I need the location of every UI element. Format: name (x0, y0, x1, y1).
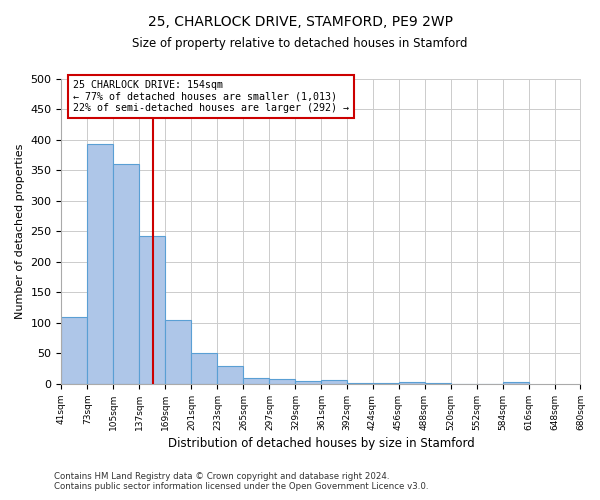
Bar (322, 380, 347, 384)
Bar (269, 379, 295, 384)
Bar (347, 382, 373, 384)
Bar (295, 381, 322, 384)
Bar (191, 354, 217, 384)
Text: Contains HM Land Registry data © Crown copyright and database right 2024.: Contains HM Land Registry data © Crown c… (54, 472, 389, 481)
Y-axis label: Number of detached properties: Number of detached properties (15, 144, 25, 319)
Bar (398, 382, 425, 384)
Bar (61, 317, 88, 384)
Bar (503, 382, 529, 384)
Bar (244, 378, 269, 384)
Bar (113, 164, 139, 384)
Bar (139, 236, 166, 384)
Bar (217, 366, 244, 384)
Bar (166, 320, 191, 384)
Text: Size of property relative to detached houses in Stamford: Size of property relative to detached ho… (132, 38, 468, 51)
Text: 25 CHARLOCK DRIVE: 154sqm
← 77% of detached houses are smaller (1,013)
22% of se: 25 CHARLOCK DRIVE: 154sqm ← 77% of detac… (73, 80, 349, 114)
Text: Contains public sector information licensed under the Open Government Licence v3: Contains public sector information licen… (54, 482, 428, 491)
Bar (88, 144, 113, 384)
Text: 25, CHARLOCK DRIVE, STAMFORD, PE9 2WP: 25, CHARLOCK DRIVE, STAMFORD, PE9 2WP (148, 15, 452, 29)
X-axis label: Distribution of detached houses by size in Stamford: Distribution of detached houses by size … (167, 437, 475, 450)
